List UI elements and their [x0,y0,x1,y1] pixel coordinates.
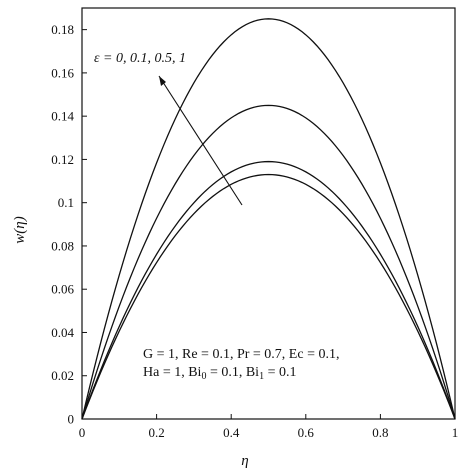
plot-frame [81,7,456,420]
params-line-2-sub0: 0 [201,371,206,382]
params-line-1: G = 1, Re = 0.1, Pr = 0.7, Ec = 0.1, [143,347,339,362]
params-line-2-prefix: Ha = 1, Bi [143,365,202,380]
x-tick-label: 0 [79,425,86,440]
y-tick-label: 0.14 [51,109,74,124]
y-tick-label: 0.12 [51,152,74,167]
x-tick-label: 0.4 [223,425,240,440]
params-line-2-suffix: = 0.1 [264,365,296,380]
y-tick-label: 0.04 [51,325,74,340]
series-line-1 [81,160,456,420]
epsilon-annotation: ε = 0, 0.1, 0.5, 1 [94,51,186,66]
x-axis-label: η [241,453,248,469]
x-tick-label: 0.2 [148,425,164,440]
series-line-2 [81,104,456,420]
epsilon-arrow [158,75,243,206]
y-tick-label: 0 [68,412,75,427]
x-tick-label: 0.8 [372,425,388,440]
y-tick-label: 0.16 [51,65,74,80]
y-tick-label: 0.08 [51,238,74,253]
y-tick-label: 0.02 [51,368,74,383]
ticks: 0 0.2 0.4 0.6 0.8 1 0 0.02 0.04 0.06 0.08 0.1 0.12 0.… [51,22,458,440]
series-line-3 [81,18,456,420]
y-tick-label: 0.18 [51,22,74,37]
curves [81,18,456,420]
params-line-2-mid: = 0.1, Bi [206,365,259,380]
series-line-0 [81,173,456,420]
x-tick-label: 1 [452,425,459,440]
y-axis-label: w(η) [12,216,28,243]
params-line-2: Ha = 1, Bi0 = 0.1, Bi1 = 0.1 [143,365,296,382]
y-tick-label: 0.06 [51,282,74,297]
axes [81,7,456,420]
y-tick-label: 0.1 [58,195,74,210]
params-line-2-sub1: 1 [259,371,264,382]
x-tick-label: 0.6 [298,425,315,440]
